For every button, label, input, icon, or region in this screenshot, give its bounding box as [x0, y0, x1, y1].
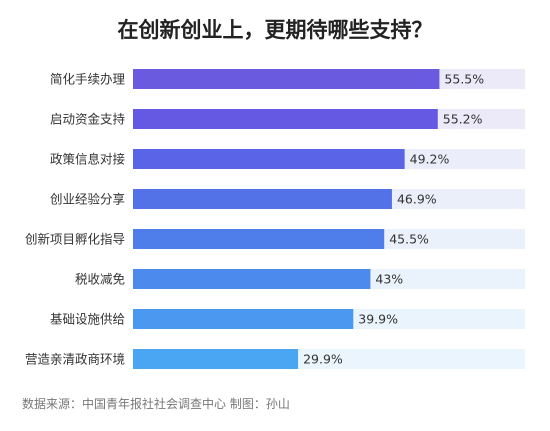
- value-label: 45.5%: [389, 232, 429, 247]
- value-label: 49.2%: [410, 152, 450, 167]
- bar: [133, 309, 354, 329]
- chart-title: 在创新创业上，更期待哪些支持？: [117, 18, 433, 42]
- category-label: 启动资金支持: [50, 112, 125, 127]
- bar: [133, 109, 438, 129]
- value-label: 46.9%: [397, 192, 437, 207]
- category-label: 简化手续办理: [50, 72, 126, 87]
- category-label: 税收减免: [75, 272, 125, 287]
- category-label: 创新项目孵化指导: [25, 232, 125, 247]
- bar: [133, 349, 299, 369]
- bar: [133, 229, 385, 249]
- bar: [133, 269, 371, 289]
- value-label: 43%: [375, 272, 403, 287]
- category-label: 创业经验分享: [50, 192, 125, 207]
- category-label: 政策信息对接: [50, 152, 126, 167]
- value-label: 39.9%: [358, 312, 398, 327]
- category-label: 营造亲清政商环境: [25, 352, 125, 367]
- category-label: 基础设施供给: [50, 312, 125, 327]
- value-label: 55.5%: [444, 72, 484, 87]
- bar: [133, 189, 392, 209]
- value-label: 55.2%: [443, 112, 483, 127]
- source-note: 数据来源：中国青年报社社会调查中心 制图：孙山: [22, 397, 290, 411]
- bar: [133, 149, 405, 169]
- bar: [133, 69, 440, 89]
- value-label: 29.9%: [303, 352, 343, 367]
